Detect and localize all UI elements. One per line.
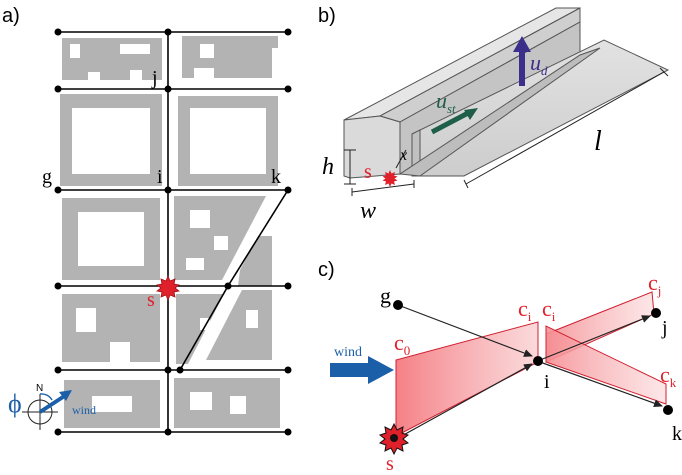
node-label-i: i bbox=[544, 371, 550, 393]
ck-label: ck bbox=[660, 362, 677, 390]
wind-label: wind bbox=[334, 345, 362, 360]
wind-arrow-icon bbox=[330, 356, 394, 384]
building-block bbox=[182, 36, 278, 78]
node-label-j: j bbox=[661, 317, 668, 339]
building-block bbox=[174, 378, 280, 428]
u-d-label: ud bbox=[530, 50, 548, 78]
node-label-j: j bbox=[151, 67, 158, 89]
ci-label-incoming: ci bbox=[518, 296, 532, 324]
building-block bbox=[62, 38, 162, 80]
building-block bbox=[206, 290, 272, 360]
x-label: x bbox=[399, 147, 407, 164]
node-label-g: g bbox=[42, 166, 52, 188]
panel-a: a) bbox=[2, 5, 292, 436]
panel-c-label: c) bbox=[318, 259, 335, 281]
l-label: l bbox=[594, 126, 602, 157]
building-block bbox=[60, 94, 162, 186]
source-star-icon bbox=[156, 274, 180, 302]
building-block bbox=[62, 198, 160, 280]
cj-label: cj bbox=[648, 270, 661, 298]
wind-arrow-icon bbox=[59, 390, 72, 401]
u-st-label: ust bbox=[436, 88, 456, 116]
node-label-k: k bbox=[672, 423, 682, 445]
ci-label-outgoing: ci bbox=[542, 296, 556, 324]
panel-b-label: b) bbox=[318, 5, 336, 27]
compass-wind-label: wind bbox=[72, 403, 96, 417]
street-network bbox=[58, 31, 289, 433]
dimension-lines bbox=[344, 67, 669, 196]
building-block bbox=[238, 236, 272, 286]
w-label: w bbox=[360, 198, 376, 224]
street-nodes bbox=[54, 28, 292, 436]
panel-b: b) ust ud bbox=[318, 5, 670, 224]
graph-nodes bbox=[393, 300, 673, 415]
u-d-arrow bbox=[513, 36, 531, 86]
phi-symbol: ϕ bbox=[8, 389, 22, 418]
wind-compass: ϕ N wind bbox=[8, 383, 96, 430]
source-label-c: s bbox=[386, 453, 394, 475]
panel-c: c) wind g i j bbox=[318, 259, 682, 475]
source-label-b: s bbox=[364, 161, 372, 183]
node-label-g: g bbox=[380, 283, 391, 308]
street-canyon bbox=[343, 7, 670, 179]
node-label-i: i bbox=[157, 166, 163, 188]
north-label: N bbox=[36, 383, 43, 394]
h-label: h bbox=[322, 154, 334, 180]
panel-a-label: a) bbox=[2, 5, 20, 27]
block-details bbox=[92, 210, 258, 414]
flow-links bbox=[397, 304, 663, 439]
source-star-icon bbox=[382, 170, 398, 187]
c0-label: c0 bbox=[394, 330, 410, 358]
building-block bbox=[62, 294, 160, 362]
node-label-s: s bbox=[147, 289, 155, 311]
u-st-arrow bbox=[430, 108, 478, 135]
node-label-k: k bbox=[271, 166, 281, 188]
building-block bbox=[178, 96, 278, 186]
